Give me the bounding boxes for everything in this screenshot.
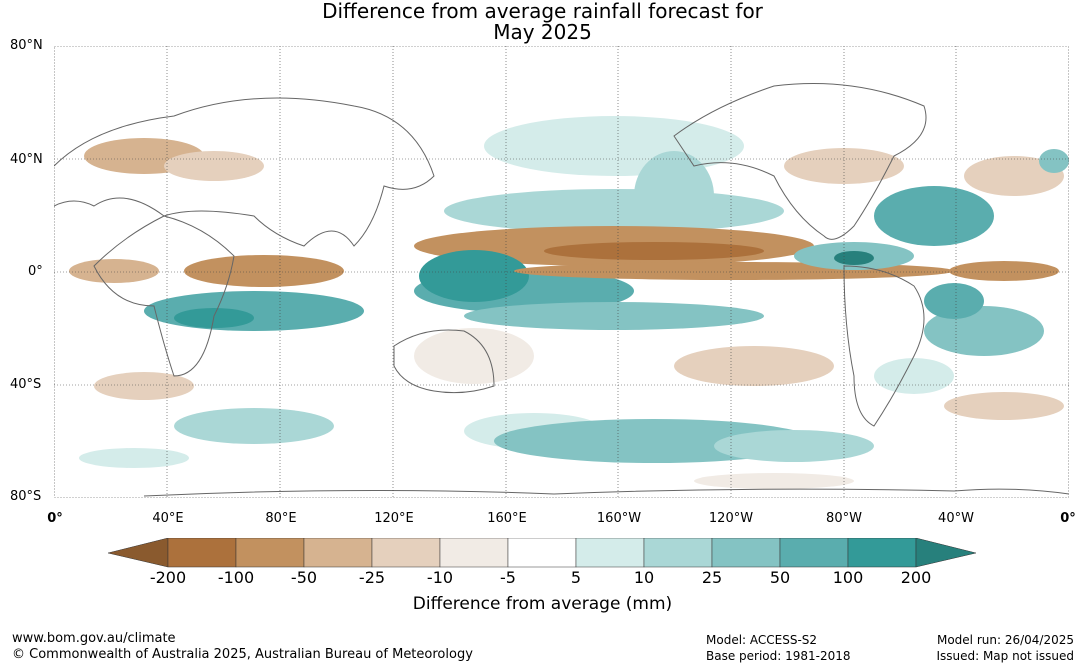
dry-region [694, 473, 854, 489]
lon-label-160e: 160°E [487, 511, 527, 526]
wet-region [1039, 149, 1069, 173]
colorbar-swatch [371, 538, 441, 568]
coastlines [54, 83, 1069, 497]
colorbar-tick-label: -200 [149, 568, 187, 587]
wet-region [634, 151, 714, 241]
colorbar-swatch [235, 538, 305, 568]
colorbar-tick-label: -100 [217, 568, 255, 587]
lon-label-160w: 160°W [596, 511, 642, 526]
wet-region [924, 283, 984, 319]
colorbar-tick-label: 25 [701, 568, 723, 587]
wet-region [874, 358, 954, 394]
colorbar-tick-label: 5 [570, 568, 582, 587]
colorbar-swatch [167, 538, 237, 568]
colorbar-swatch [643, 538, 713, 568]
dry-region [414, 328, 534, 384]
lon-label-120w: 120°W [708, 511, 754, 526]
south-america-outline [843, 265, 925, 427]
wet-region [79, 448, 189, 468]
lat-label-0: 0° [28, 264, 43, 279]
dry-region [964, 156, 1064, 196]
colorbar-tick-label: 50 [769, 568, 791, 587]
lon-label-40w: 40°W [938, 511, 974, 526]
lat-label-80n: 80°N [10, 38, 43, 53]
colorbar-swatch [711, 538, 781, 568]
lon-label-120e: 120°E [374, 511, 414, 526]
colorbar-swatch [779, 538, 849, 568]
wet-region [464, 302, 764, 330]
africa-outline [93, 215, 235, 377]
wet-region [874, 186, 994, 246]
lon-label-80w: 80°W [826, 511, 862, 526]
footer-copyright: © Commonwealth of Australia 2025, Austra… [12, 647, 473, 662]
map-title-line-2: May 2025 [493, 20, 592, 44]
colorbar-tick-label: 200 [900, 568, 932, 587]
dry-region [164, 151, 264, 181]
footer-url: www.bom.gov.au/climate [12, 631, 176, 646]
dry-region [94, 372, 194, 400]
lon-label-80e: 80°E [265, 511, 297, 526]
colorbar-swatch [575, 538, 645, 568]
rainfall-anomaly-map [54, 46, 1069, 498]
footer-issued: Issued: Map not issued [936, 649, 1074, 663]
lat-label-40s: 40°S [10, 377, 42, 392]
colorbar-tick-label: -10 [426, 568, 454, 587]
lon-label-0-right: 0° [1060, 511, 1076, 526]
colorbar-swatch-below-min [108, 538, 169, 568]
eurasia-outline [54, 97, 435, 247]
colorbar-swatch-above-max [915, 538, 977, 568]
colorbar-swatch [507, 538, 577, 568]
graticule [54, 46, 1069, 498]
north-america-outline [673, 83, 927, 240]
colorbar-tick-label: -5 [500, 568, 516, 587]
wet-region [834, 251, 874, 265]
dry-region [944, 392, 1064, 420]
colorbar-swatch [847, 538, 917, 568]
wet-region [174, 408, 334, 444]
dry-region [184, 255, 344, 287]
map-title-line-1: Difference from average rainfall forecas… [322, 0, 763, 23]
colorbar-tick-label: -25 [358, 568, 386, 587]
lat-label-80s: 80°S [10, 489, 42, 504]
antarctica-outline [143, 488, 1069, 497]
footer-model: Model: ACCESS-S2 [706, 633, 818, 647]
colorbar [108, 538, 977, 568]
dry-region [544, 242, 764, 260]
lat-label-40n: 40°N [10, 152, 43, 167]
colorbar-tick-label: -50 [290, 568, 318, 587]
wet-region [144, 291, 364, 331]
lon-label-0-left: 0° [47, 511, 63, 526]
colorbar-tick-label: 10 [633, 568, 655, 587]
footer-model-run: Model run: 26/04/2025 [936, 633, 1074, 647]
dry-region [69, 259, 159, 283]
colorbar-tick-label: 100 [832, 568, 864, 587]
dry-region [949, 261, 1059, 281]
wet-region [419, 250, 529, 302]
colorbar-swatch [439, 538, 509, 568]
anomaly-shading [69, 116, 1069, 489]
wet-region [484, 116, 744, 176]
colorbar-title: Difference from average (mm) [412, 594, 673, 614]
map-frame [54, 46, 1069, 498]
colorbar-swatch [303, 538, 373, 568]
footer-base-period: Base period: 1981-2018 [706, 649, 851, 663]
australia-outline [393, 329, 495, 394]
lon-label-40e: 40°E [152, 511, 184, 526]
wet-region [714, 430, 874, 462]
dry-region [674, 346, 834, 386]
